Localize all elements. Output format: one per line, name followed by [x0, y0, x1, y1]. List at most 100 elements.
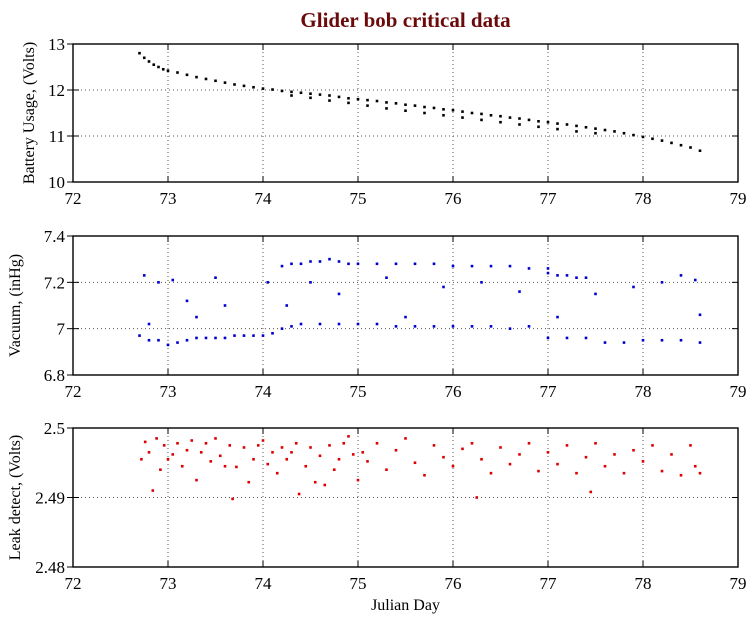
- data-point: [451, 264, 455, 268]
- data-point: [166, 457, 170, 461]
- data-point: [228, 444, 232, 447]
- data-point: [252, 85, 255, 89]
- data-point: [385, 468, 388, 471]
- data-point: [679, 473, 683, 477]
- data-point: [546, 336, 550, 340]
- data-point: [151, 489, 155, 492]
- data-point: [565, 444, 569, 447]
- data-point: [261, 439, 265, 442]
- data-point: [461, 447, 464, 451]
- data-point: [247, 480, 251, 484]
- data-point: [233, 83, 236, 86]
- data-point: [556, 462, 559, 466]
- data-point: [413, 325, 417, 328]
- x-tick-label: 75: [350, 382, 367, 401]
- data-point: [404, 109, 407, 112]
- data-point: [180, 464, 184, 468]
- data-point: [147, 338, 151, 342]
- data-point: [527, 441, 531, 445]
- x-tick-label: 75: [350, 189, 367, 208]
- data-point: [660, 281, 664, 284]
- x-tick-label: 78: [635, 189, 652, 208]
- data-point: [143, 440, 147, 444]
- data-point: [499, 114, 502, 118]
- y-tick-label: 2.49: [35, 489, 65, 508]
- x-tick-label: 77: [540, 189, 558, 208]
- data-point: [195, 75, 198, 79]
- data-point: [518, 290, 521, 293]
- y-axis-label: Battery Usage, (Volts): [21, 42, 38, 184]
- data-point: [632, 133, 635, 137]
- data-point: [347, 262, 350, 266]
- data-point: [584, 125, 588, 129]
- data-point: [375, 99, 379, 103]
- data-point: [209, 460, 213, 463]
- x-tick-label: 79: [730, 189, 747, 208]
- data-point: [271, 332, 274, 335]
- data-point: [689, 444, 692, 447]
- data-point: [299, 322, 303, 326]
- data-point: [290, 451, 293, 454]
- data-point: [185, 73, 189, 77]
- data-point: [546, 267, 550, 270]
- data-point: [147, 451, 151, 454]
- data-point: [385, 101, 388, 104]
- data-point: [565, 336, 569, 340]
- data-point: [584, 455, 588, 459]
- data-point: [584, 336, 588, 340]
- data-point: [256, 444, 260, 447]
- data-point: [698, 313, 702, 317]
- data-point: [356, 97, 360, 101]
- data-point: [294, 441, 298, 445]
- data-point: [660, 139, 664, 142]
- data-point: [280, 89, 284, 93]
- data-point: [318, 322, 322, 326]
- data-point: [157, 281, 160, 284]
- data-point: [423, 473, 426, 477]
- x-tick-label: 72: [65, 574, 82, 593]
- data-point: [641, 338, 645, 342]
- data-point: [556, 315, 559, 319]
- data-point: [442, 114, 445, 117]
- data-point: [556, 274, 559, 277]
- x-tick-label: 76: [445, 574, 462, 593]
- y-tick-label: 2.5: [44, 419, 65, 438]
- data-point: [142, 274, 146, 277]
- data-point: [489, 471, 493, 475]
- x-tick-label: 77: [540, 574, 558, 593]
- data-point: [171, 453, 175, 456]
- data-point: [575, 124, 578, 128]
- data-point: [404, 103, 407, 107]
- data-point: [594, 131, 597, 135]
- x-tick-label: 76: [445, 189, 462, 208]
- data-point: [622, 341, 626, 344]
- data-point: [394, 448, 398, 452]
- data-point: [432, 106, 436, 110]
- data-point: [527, 325, 531, 328]
- x-tick-label: 72: [65, 189, 82, 208]
- y-tick-label: 2.48: [35, 558, 65, 577]
- data-point: [689, 146, 692, 149]
- data-point: [166, 343, 170, 347]
- data-point: [589, 490, 593, 494]
- data-point: [575, 130, 578, 133]
- data-point: [157, 338, 160, 342]
- data-point: [565, 123, 569, 126]
- data-point: [603, 464, 607, 468]
- data-point: [261, 87, 265, 90]
- data-point: [461, 110, 464, 113]
- data-point: [231, 497, 234, 501]
- x-tick-label: 74: [255, 574, 273, 593]
- data-point: [356, 322, 360, 326]
- data-point: [223, 81, 227, 84]
- data-point: [404, 315, 407, 319]
- data-point: [159, 468, 162, 471]
- data-point: [214, 336, 217, 340]
- data-point: [152, 63, 156, 66]
- data-point: [266, 462, 270, 466]
- data-point: [546, 271, 550, 275]
- data-point: [375, 441, 379, 445]
- data-point: [556, 127, 559, 131]
- data-point: [546, 451, 550, 454]
- data-point: [142, 56, 146, 60]
